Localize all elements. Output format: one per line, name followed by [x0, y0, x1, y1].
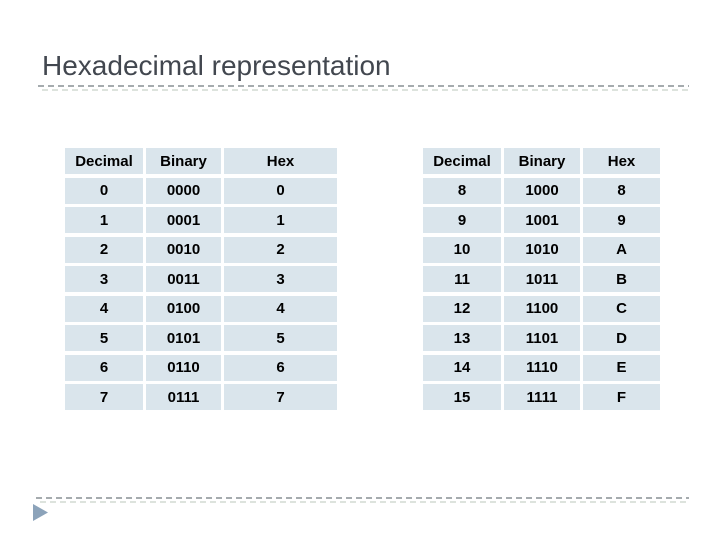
header-cell: Hex: [224, 148, 337, 174]
table-cell: 7: [224, 384, 337, 410]
table-cell: 6: [224, 354, 337, 381]
table-cell: 1100: [504, 295, 580, 322]
header-cell: Decimal: [423, 148, 501, 174]
table-cell: 9: [583, 207, 660, 233]
table-cell: 7: [65, 384, 143, 410]
table-cell: 0111: [146, 384, 221, 410]
table-cell: 2: [224, 236, 337, 263]
table-cell: 13: [423, 325, 501, 351]
table-cell: 1010: [504, 236, 580, 263]
table-cell: 12: [423, 295, 501, 322]
table-cell: 8: [423, 177, 501, 204]
table-cell: 0: [224, 177, 337, 204]
table-cell: 5: [65, 325, 143, 351]
table-cell: 11: [423, 266, 501, 292]
table-cell: 15: [423, 384, 501, 410]
table-cell: 8: [583, 177, 660, 204]
table-cell: 0100: [146, 295, 221, 322]
header-cell: Decimal: [65, 148, 143, 174]
table-cell: 3: [224, 266, 337, 292]
table-cell: 1001: [504, 207, 580, 233]
table-cell: D: [583, 325, 660, 351]
table-cell: 0: [65, 177, 143, 204]
table-cell: 1111: [504, 384, 580, 410]
table-cell: 6: [65, 354, 143, 381]
title-divider-dashed-line-echo: [42, 89, 689, 91]
slide-title: Hexadecimal representation: [42, 50, 391, 81]
table-cell: 14: [423, 354, 501, 381]
conversion-table-0-7: Decimal Binary Hex 0 0000 0 1 0001 1 2 0010 2 3 0011 3…: [65, 148, 337, 410]
conversion-table-8-15: Decimal Binary Hex 8 1000 8 9 1001 9 10 1010 A 11 101…: [423, 148, 660, 410]
table-cell: 1101: [504, 325, 580, 351]
table-cell: 0101: [146, 325, 221, 351]
footer-triangle-icon: [33, 504, 48, 521]
header-cell: Hex: [583, 148, 660, 174]
table-cell: 1: [65, 207, 143, 233]
table-cell: A: [583, 236, 660, 263]
table-cell: 1011: [504, 266, 580, 292]
table-cell: 0001: [146, 207, 221, 233]
table-cell: 1: [224, 207, 337, 233]
table-cell: 5: [224, 325, 337, 351]
table-cell: F: [583, 384, 660, 410]
table-cell: 2: [65, 236, 143, 263]
table-cell: 1110: [504, 354, 580, 381]
table-cell: 10: [423, 236, 501, 263]
table-cell: E: [583, 354, 660, 381]
footer-divider-dashed-line: [36, 497, 689, 499]
footer-divider-dashed-line-echo: [40, 501, 689, 503]
table-cell: 0011: [146, 266, 221, 292]
header-cell: Binary: [504, 148, 580, 174]
table-cell: C: [583, 295, 660, 322]
table-cell: 0110: [146, 354, 221, 381]
table-cell: 0000: [146, 177, 221, 204]
table-cell: 1000: [504, 177, 580, 204]
table-cell: 9: [423, 207, 501, 233]
table-cell: 4: [65, 295, 143, 322]
table-cell: 3: [65, 266, 143, 292]
table-cell: 4: [224, 295, 337, 322]
table-cell: B: [583, 266, 660, 292]
title-divider-dashed-line: [38, 85, 689, 87]
table-cell: 0010: [146, 236, 221, 263]
header-cell: Binary: [146, 148, 221, 174]
